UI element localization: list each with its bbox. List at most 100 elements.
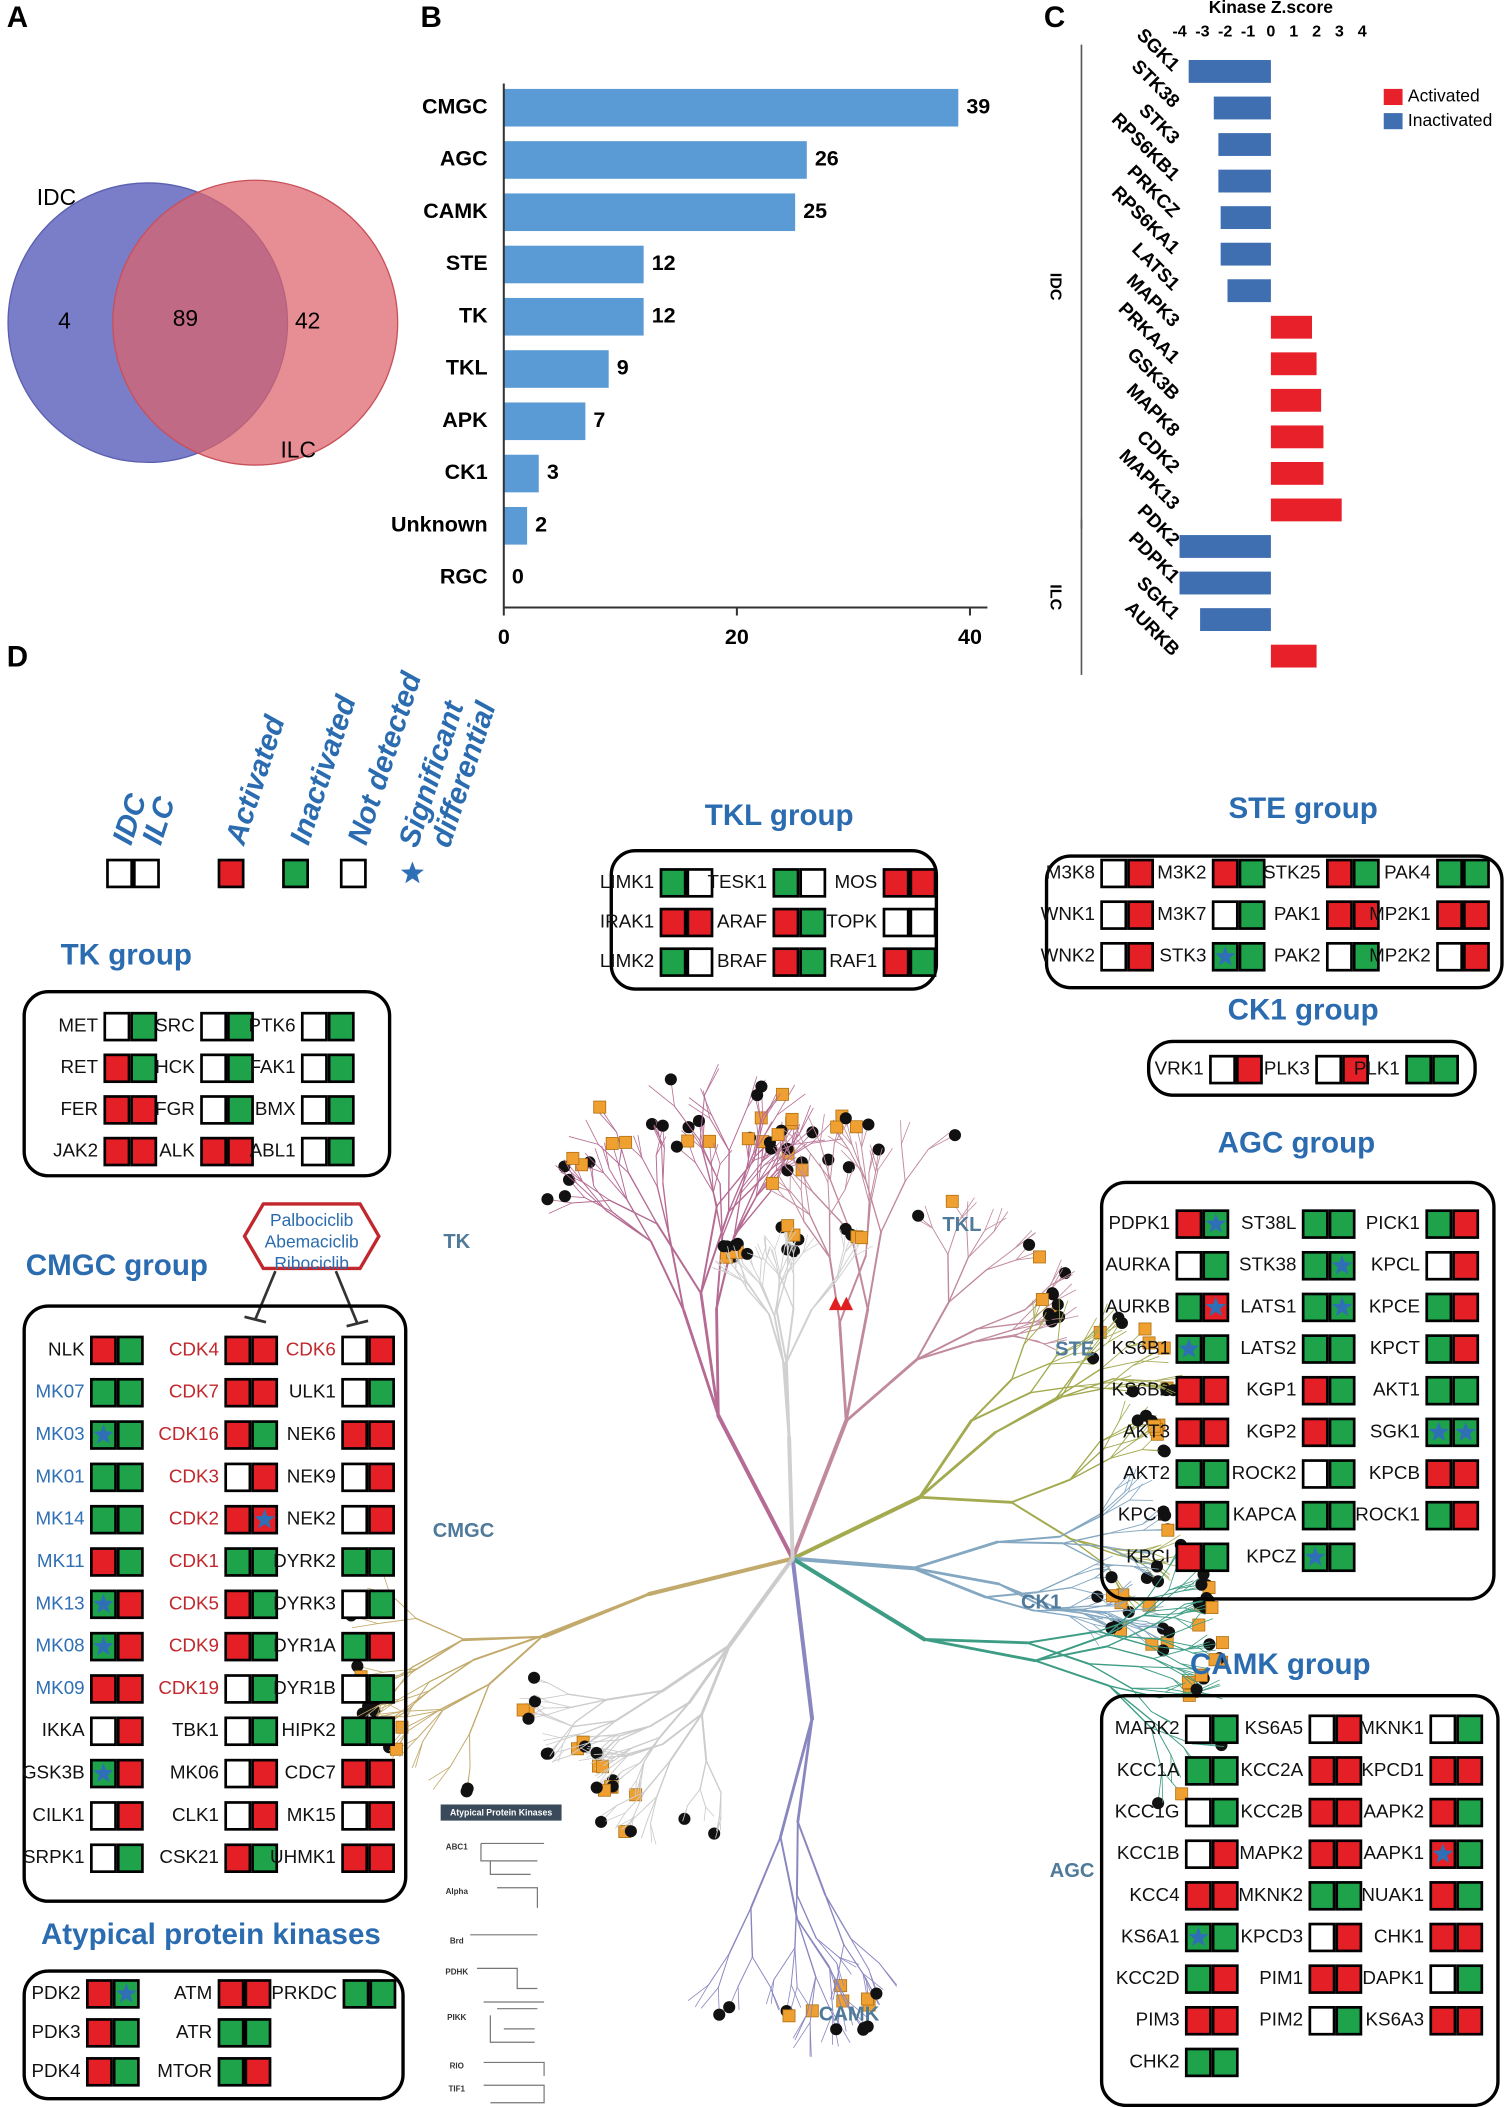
tree-branch — [716, 1413, 795, 1561]
tree-branch — [1068, 1615, 1094, 1621]
tree-branch — [970, 1378, 1013, 1422]
tree-branch — [868, 1171, 877, 1206]
bar — [1218, 133, 1271, 156]
kinase-name: ROCK1 — [1355, 1504, 1420, 1525]
tree-branch — [911, 1566, 987, 1599]
tree-branch — [900, 1121, 911, 1145]
kinase-name: IRAK1 — [600, 910, 654, 931]
tree-branch — [758, 1282, 776, 1317]
status-cell — [1308, 1922, 1336, 1953]
tree-branch — [1014, 1230, 1033, 1249]
status-cell — [368, 1420, 395, 1450]
tree-dot — [351, 1660, 364, 1673]
tree-branch — [727, 1166, 775, 1213]
tree-branch — [790, 1190, 811, 1216]
bar — [1270, 498, 1342, 522]
tree-branch — [947, 1253, 950, 1304]
kinase-name: PAK4 — [1384, 861, 1431, 882]
tree-branch — [622, 1762, 641, 1777]
kinase-name: PLK1 — [1354, 1058, 1400, 1079]
tree-branch — [1097, 1614, 1144, 1633]
status-cell — [1301, 1459, 1329, 1489]
tree-branch — [641, 1157, 658, 1188]
status-cell — [224, 1758, 252, 1789]
status-cell — [1209, 1054, 1236, 1085]
status-cell — [251, 1420, 279, 1450]
tree-branch — [605, 1812, 626, 1822]
tree-branch — [548, 1202, 573, 1214]
tree-branch — [900, 1120, 902, 1145]
tree-branch — [1083, 1329, 1103, 1341]
tree-branch — [1023, 1318, 1035, 1346]
tree-branch — [790, 1495, 922, 1561]
kinase-name: KPCD3 — [1240, 1925, 1303, 1946]
tree-branch — [662, 1147, 665, 1184]
tree-branch — [764, 1187, 786, 1199]
kinase-name: PIM2 — [1259, 2009, 1303, 2030]
y-tick-label: AGC — [440, 147, 488, 171]
kinase-name: ULK1 — [289, 1381, 336, 1402]
kinase-name: SRC — [155, 1015, 195, 1036]
kinase-name: CDK6 — [286, 1338, 336, 1359]
tree-branch — [1011, 1363, 1049, 1380]
kinase-name: PDK3 — [31, 2021, 80, 2042]
kinase-name: CDK5 — [169, 1592, 219, 1613]
status-cell — [251, 1589, 279, 1620]
tree-branch — [1132, 1550, 1154, 1555]
status-cell — [224, 1504, 252, 1535]
tree-branch — [1153, 1610, 1189, 1626]
tree-branch — [401, 1709, 441, 1712]
tree-branch — [639, 1736, 661, 1764]
tree-branch — [1046, 1605, 1088, 1610]
tree-branch — [661, 1712, 703, 1746]
tree-branch — [993, 1208, 1003, 1232]
tree-branch — [763, 1093, 777, 1120]
tree-branch — [461, 1635, 547, 1642]
kinase-name: KS6B2 — [1112, 1379, 1171, 1400]
status-cell — [1429, 1756, 1457, 1786]
status-cell — [1184, 1839, 1212, 1869]
y-tick-label: APK — [442, 408, 488, 432]
tree-branch — [850, 1937, 880, 1964]
tree-branch — [1034, 1659, 1111, 1687]
tree-branch — [1132, 1356, 1160, 1367]
status-cell — [227, 1011, 254, 1042]
tree-branch — [572, 1720, 617, 1728]
bar — [503, 245, 644, 284]
kinase-name: MK14 — [36, 1508, 85, 1529]
kinase-name: M3K2 — [1157, 861, 1206, 882]
tree-branch — [1128, 1468, 1137, 1493]
tree-branch — [635, 1796, 658, 1818]
bar — [503, 350, 609, 388]
kinase-name: PAK2 — [1274, 945, 1321, 966]
x-tick-label: 2 — [1312, 23, 1321, 41]
status-cell — [368, 1335, 395, 1366]
tree-branch — [795, 2013, 808, 2038]
legend-cell — [106, 858, 134, 889]
tree-branch — [984, 1217, 1007, 1231]
tree-branch — [1112, 1378, 1155, 1382]
tree-branch — [1146, 1567, 1169, 1600]
tree-branch — [819, 1113, 825, 1144]
x-tick-label: 4 — [1358, 23, 1367, 41]
status-cell — [327, 1136, 355, 1167]
status-cell — [368, 1547, 395, 1577]
tree-branch — [737, 1956, 753, 1988]
tree-branch — [605, 1748, 630, 1755]
kinase-name: KCC1B — [1117, 1842, 1180, 1863]
tree-dot — [862, 1118, 875, 1131]
panel-label: C — [1044, 1, 1065, 34]
status-cell — [90, 1335, 117, 1366]
kinase-name: MARK2 — [1115, 1717, 1180, 1738]
tree-branch — [802, 1237, 815, 1254]
tree-branch — [773, 1133, 800, 1168]
status-cell — [251, 1843, 279, 1874]
tree-branch — [1087, 1663, 1140, 1668]
tree-branch — [757, 1243, 765, 1260]
tree-branch — [1108, 1685, 1152, 1729]
tree-branch — [635, 1780, 637, 1797]
significance-star — [1305, 1546, 1326, 1566]
status-cell — [1325, 941, 1353, 972]
tree-branch — [796, 1894, 817, 1939]
tree-branch — [838, 1956, 857, 1968]
